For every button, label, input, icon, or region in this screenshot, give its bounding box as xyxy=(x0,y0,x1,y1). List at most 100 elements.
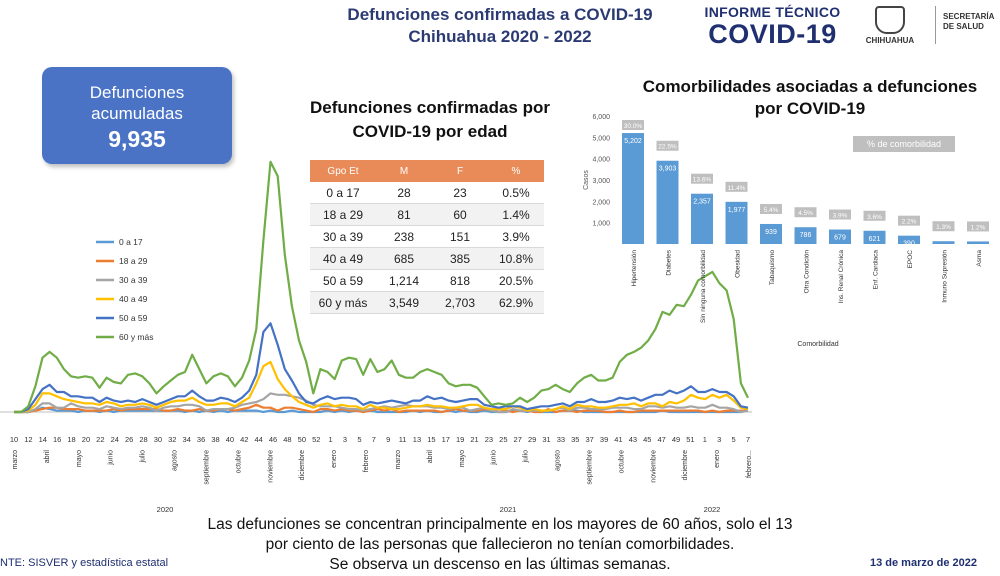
x-tick-label: 49 xyxy=(672,435,680,444)
x-tick-label: 38 xyxy=(211,435,219,444)
title-line-1: Defunciones confirmadas a COVID-19 xyxy=(347,5,653,24)
y-tick-label: 6,000 xyxy=(592,114,610,121)
bar xyxy=(863,230,886,244)
month-label: junio xyxy=(108,450,115,466)
year-label: 2021 xyxy=(500,505,517,514)
secretaria-de-salud-logo: SECRETARÍA DE SALUD xyxy=(943,12,1000,32)
x-tick-label: 26 xyxy=(125,435,133,444)
cell-percent: 0.5% xyxy=(488,182,544,204)
x-tick-label: 12 xyxy=(24,435,32,444)
x-tick-label: 7 xyxy=(372,435,376,444)
percent-label: 13.6% xyxy=(693,177,712,184)
table-row: 30 a 39 238 151 3.9% xyxy=(310,225,544,248)
bar-value-label: 939 xyxy=(765,229,777,236)
legend-label: 0 a 17 xyxy=(119,237,143,247)
x-tick-label: 15 xyxy=(427,435,435,444)
x-tick-label: 22 xyxy=(96,435,104,444)
percent-badge xyxy=(829,209,851,220)
x-tick-label: 29 xyxy=(528,435,536,444)
kpi-label: Defunciones acumuladas xyxy=(42,67,232,124)
percent-label: 5.4% xyxy=(764,207,779,214)
header-percent: % xyxy=(488,160,544,182)
x-tick-label: 21 xyxy=(470,435,478,444)
x-tick-label: 7 xyxy=(746,435,750,444)
bar-value-label: 621 xyxy=(869,236,881,243)
cell-percent: 1.4% xyxy=(488,203,544,226)
category-label: Obesidad xyxy=(735,250,742,278)
x-tick-label: 31 xyxy=(542,435,550,444)
percent-label: 22.5% xyxy=(658,144,677,151)
category-label: Otra Condición xyxy=(804,250,811,294)
title-line-2: Chihuahua 2020 - 2022 xyxy=(408,27,592,46)
month-label: agosto xyxy=(172,450,179,471)
month-label: diciembre xyxy=(682,450,689,480)
cell-male: 28 xyxy=(376,182,432,204)
month-label: noviembre xyxy=(267,450,274,483)
header-age-group: Gpo Et xyxy=(310,160,376,182)
category-label: Asma xyxy=(976,250,983,267)
bar xyxy=(898,235,920,244)
logo-divider xyxy=(935,6,936,44)
month-label: mayo xyxy=(76,450,83,467)
x-tick-label: 28 xyxy=(139,435,147,444)
cell-female: 2,703 xyxy=(432,291,488,314)
percent-badge xyxy=(863,210,886,221)
legend-label: 30 a 39 xyxy=(119,275,148,285)
x-tick-label: 32 xyxy=(168,435,176,444)
age-table-title-line-1: Defunciones confirmadas por xyxy=(310,98,550,117)
cell-age-group: 40 a 49 xyxy=(310,247,376,270)
chihuahua-logo: CHIHUAHUA xyxy=(855,6,925,45)
cell-age-group: 18 a 29 xyxy=(310,203,376,226)
x-tick-label: 33 xyxy=(557,435,565,444)
bar-value-label: 5,202 xyxy=(624,138,642,145)
percent-badge xyxy=(656,140,679,151)
kpi-label-line-2: acumuladas xyxy=(91,104,183,123)
x-tick-label: 37 xyxy=(586,435,594,444)
table-row: 50 a 59 1,214 818 20.5% xyxy=(310,269,544,292)
comorbidity-percent-badge: % de comorbilidad xyxy=(853,136,955,152)
x-tick-label: 13 xyxy=(413,435,421,444)
table-row: 60 y más 3,549 2,703 62.9% xyxy=(310,291,544,314)
x-tick-label: 41 xyxy=(614,435,622,444)
month-label: octubre xyxy=(618,450,625,473)
cell-female: 151 xyxy=(432,225,488,248)
series-line xyxy=(14,360,749,414)
kpi-value: 9,935 xyxy=(108,126,166,152)
x-tick-label: 46 xyxy=(269,435,277,444)
bar-value-label: 679 xyxy=(834,235,846,242)
cell-female: 385 xyxy=(432,247,488,270)
percent-badge xyxy=(932,221,955,232)
bar xyxy=(622,133,644,244)
x-tick-label: 9 xyxy=(386,435,390,444)
bar xyxy=(760,223,782,244)
cell-male: 81 xyxy=(376,203,432,226)
category-label: Hipertensión xyxy=(631,250,638,287)
cell-female: 60 xyxy=(432,203,488,226)
comorbidity-bar-chart: 6,000 5,000 4,000 3,000 2,000 1,000 Casos 5,202… xyxy=(583,114,989,348)
percent-label: 3.9% xyxy=(833,213,848,220)
percent-label: 4.5% xyxy=(798,210,813,217)
x-tick-label: 25 xyxy=(499,435,507,444)
category-label: Enf. Cardiaca xyxy=(873,250,880,290)
x-tick-label: 16 xyxy=(53,435,61,444)
percent-label: 2.2% xyxy=(902,219,917,226)
bar xyxy=(967,241,989,244)
bar xyxy=(932,241,955,244)
bar-value-label: 3,903 xyxy=(659,166,677,173)
age-table-title-line-2: COVID-19 por edad xyxy=(352,122,508,141)
x-tick-label: 43 xyxy=(629,435,637,444)
y-tick-label: 5,000 xyxy=(592,135,610,142)
month-label: noviembre xyxy=(650,450,657,483)
cell-age-group: 30 a 39 xyxy=(310,225,376,248)
cell-male: 3,549 xyxy=(376,291,432,314)
chihuahua-label: CHIHUAHUA xyxy=(865,36,915,45)
year-label: 2020 xyxy=(157,505,174,514)
month-label: enero xyxy=(331,450,338,468)
legend-label: 40 a 49 xyxy=(119,294,148,304)
percent-label: 11.4% xyxy=(728,185,746,192)
percent-badge xyxy=(691,173,713,184)
series-line xyxy=(14,160,749,414)
cell-percent: 10.8% xyxy=(488,247,544,270)
month-label: julio xyxy=(523,450,530,464)
x-tick-label: 1 xyxy=(329,435,333,444)
